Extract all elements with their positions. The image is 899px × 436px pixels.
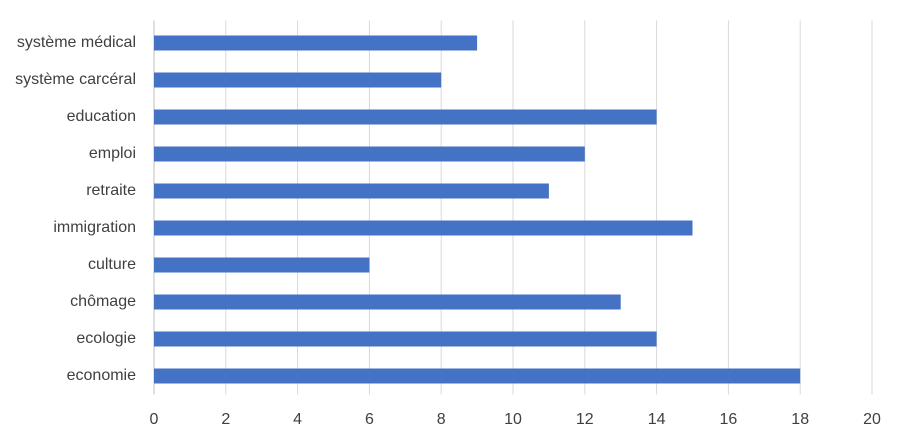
x-tick-label: 4 (293, 411, 302, 428)
y-tick-label: immigration (53, 219, 136, 236)
bar (154, 146, 585, 162)
bar (154, 257, 370, 273)
bar (154, 368, 801, 384)
y-tick-label: retraite (86, 182, 136, 199)
bar (154, 35, 478, 51)
bar (154, 183, 549, 199)
x-tick-label: 16 (720, 411, 738, 428)
y-tick-label: emploi (89, 145, 136, 162)
y-tick-label: education (67, 108, 136, 125)
y-tick-label: système carcéral (15, 71, 136, 88)
x-tick-label: 14 (648, 411, 666, 428)
y-tick-label: culture (88, 256, 136, 273)
x-tick-label: 12 (576, 411, 594, 428)
x-tick-label: 6 (365, 411, 374, 428)
y-tick-label: chômage (70, 293, 136, 310)
x-tick-label: 8 (437, 411, 446, 428)
y-tick-label: economie (67, 367, 136, 384)
bar (154, 294, 621, 310)
x-tick-label: 0 (150, 411, 159, 428)
x-tick-label: 10 (504, 411, 522, 428)
y-tick-label: ecologie (76, 330, 136, 347)
x-tick-label: 18 (791, 411, 809, 428)
bar (154, 109, 657, 125)
bar (154, 220, 693, 236)
y-tick-label: système médical (17, 34, 136, 51)
bar (154, 331, 657, 347)
x-tick-label: 2 (221, 411, 230, 428)
x-tick-label: 20 (863, 411, 881, 428)
bar (154, 72, 442, 88)
